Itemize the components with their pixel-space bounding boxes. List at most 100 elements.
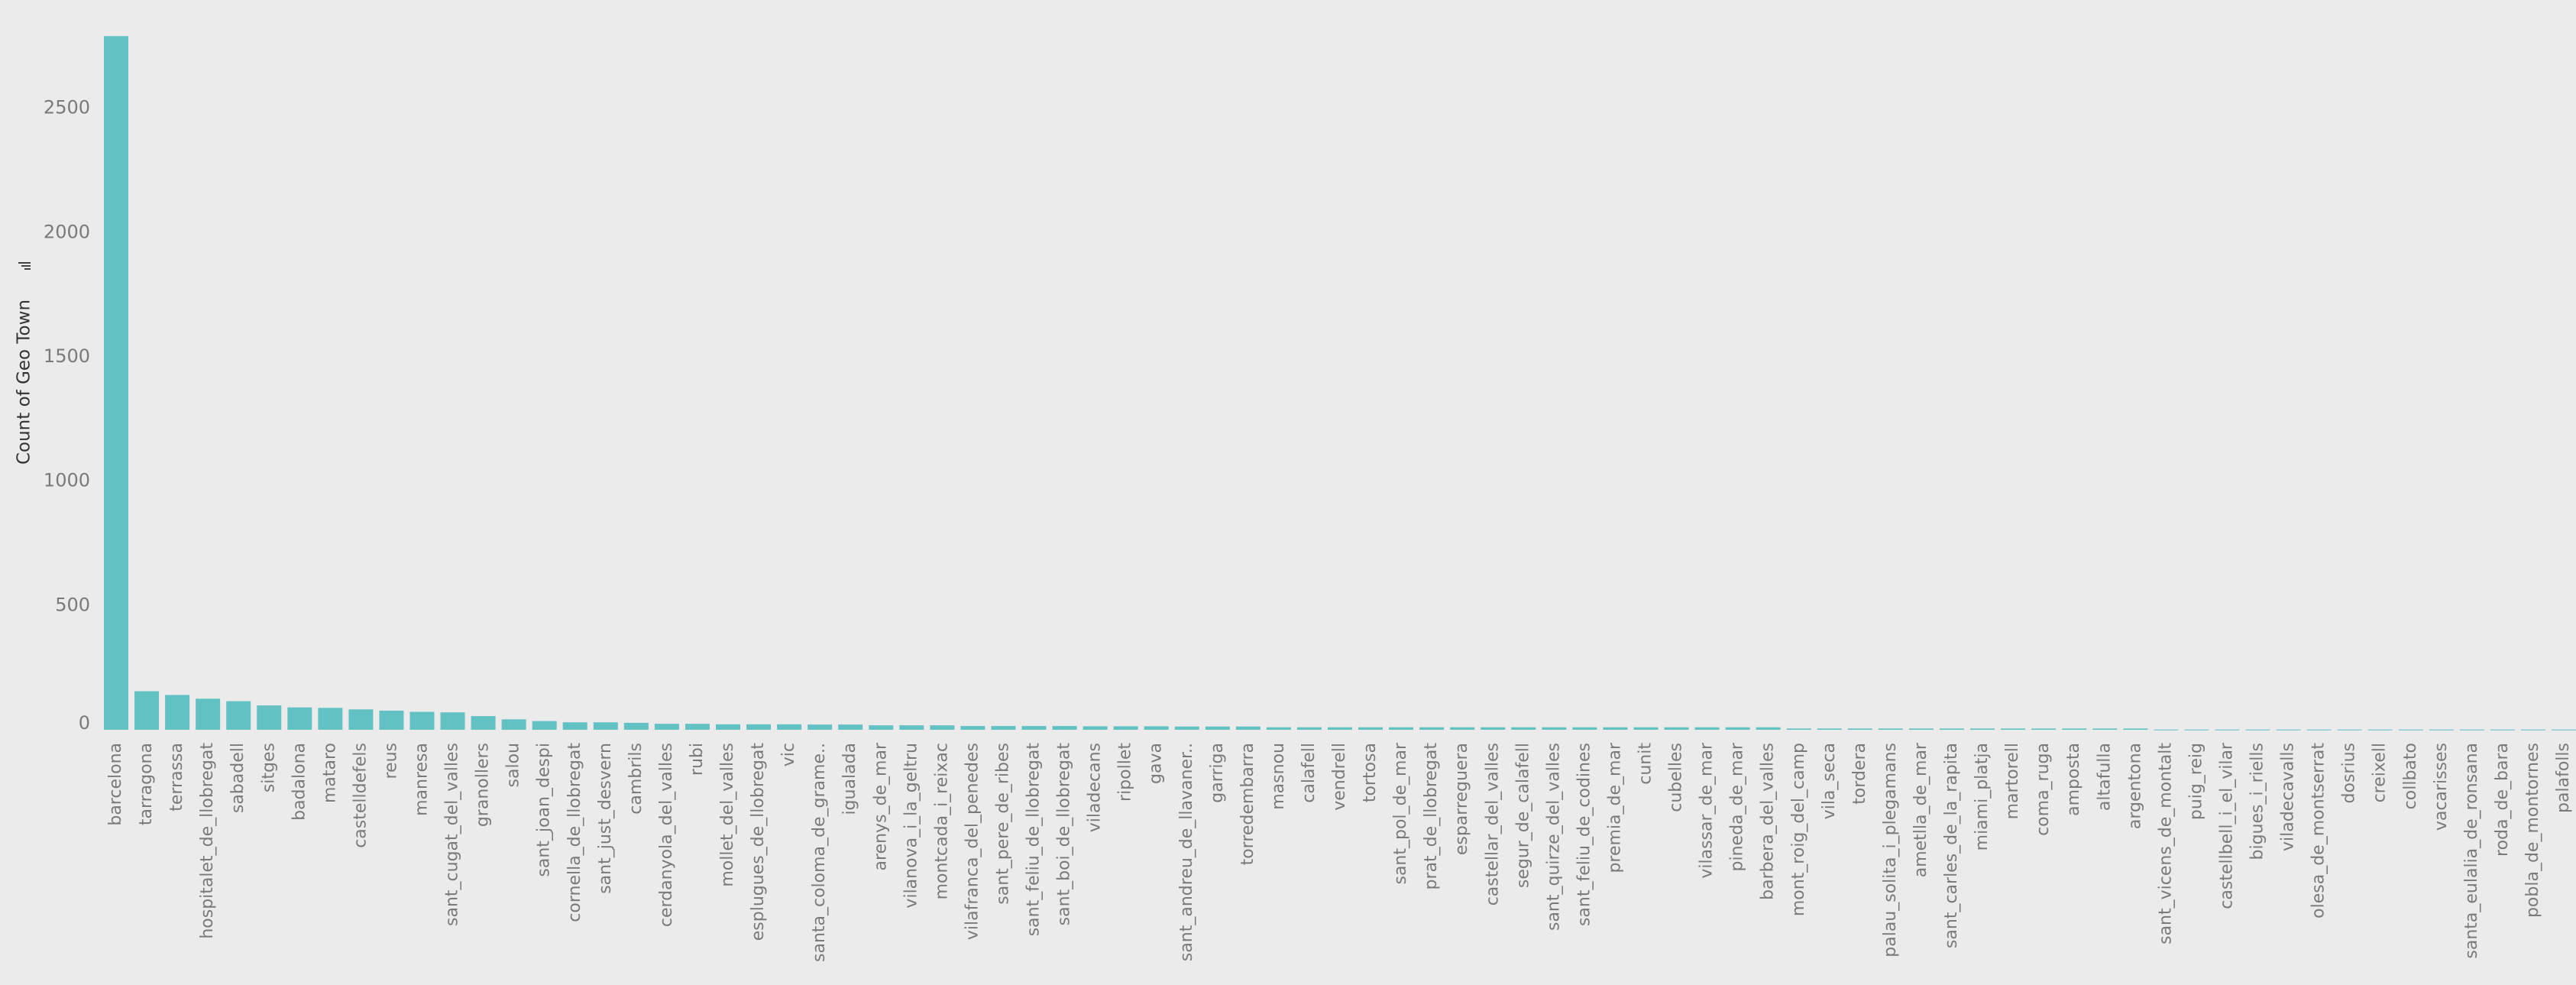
- x-tick-label: terrassa: [167, 743, 186, 812]
- bar: [2552, 729, 2576, 731]
- bar: [2398, 729, 2423, 731]
- bar: [2276, 729, 2301, 731]
- x-tick-label: calafell: [1299, 743, 1319, 803]
- x-tick-label: sant_feliu_de_codines: [1574, 743, 1594, 926]
- sort-icon[interactable]: [18, 262, 31, 270]
- x-tick-label: vila_seca: [1820, 743, 1839, 819]
- x-tick-label: pobla_de_montornes: [2523, 743, 2542, 918]
- x-tick-label: palau_solita_i_plegamans: [1881, 743, 1900, 957]
- x-tick-label: montcada_i_reixac: [932, 743, 951, 899]
- x-tick-label: vilafranca_del_penedes: [963, 743, 982, 940]
- x-tick-label: tortosa: [1361, 743, 1380, 802]
- bar: [1021, 726, 1047, 730]
- x-tick-label: barcelona: [106, 743, 125, 826]
- x-tick-label: santa_coloma_de_grame..: [810, 743, 829, 962]
- bar: [104, 36, 128, 731]
- bar: [318, 708, 343, 730]
- bar: [1144, 726, 1169, 730]
- bar: [2306, 729, 2332, 731]
- bar: [1328, 727, 1352, 730]
- x-tick-label: castellbell_i_el_vilar: [2217, 742, 2236, 909]
- x-tick-label: argentona: [2125, 743, 2144, 829]
- bar: [1786, 728, 1811, 730]
- x-tick-label: torredembarra: [1238, 743, 1257, 865]
- x-tick-label: puig_reig: [2186, 743, 2205, 820]
- x-tick-label: esplugues_de_llobregat: [749, 743, 768, 941]
- bar: [2337, 729, 2362, 731]
- bar: [684, 724, 710, 730]
- x-tick-label: sitges: [259, 743, 278, 792]
- x-tick-label: igualada: [840, 743, 859, 815]
- x-tick-label: badalona: [290, 743, 309, 821]
- bar: [960, 726, 985, 730]
- x-tick-label: collbato: [2401, 743, 2420, 809]
- bar: [2062, 728, 2087, 730]
- bar: [1205, 726, 1230, 730]
- x-tick-label: prat_de_llobregat: [1422, 743, 1441, 890]
- x-tick-label: sant_boi_de_llobregat: [1055, 743, 1074, 926]
- bar: [471, 716, 496, 730]
- bar: [2429, 729, 2454, 731]
- bar: [899, 725, 924, 730]
- x-tick-label: creixell: [2371, 743, 2390, 802]
- bar: [1052, 726, 1077, 730]
- bar: [1450, 727, 1475, 730]
- x-tick-label: vilassar_de_mar: [1697, 742, 1717, 879]
- bar: [226, 701, 251, 730]
- x-tick-label: sant_pol_de_mar: [1391, 742, 1410, 884]
- y-axis-title: Count of Geo Town: [15, 300, 34, 465]
- x-tick-label: castellar_del_valles: [1483, 743, 1502, 906]
- bar: [409, 711, 435, 730]
- bar: [654, 724, 679, 730]
- bar: [2184, 729, 2209, 731]
- x-tick-label: vacarisses: [2432, 743, 2451, 831]
- bar: [1235, 726, 1260, 730]
- x-tick-label: mont_roig_del_camp: [1789, 743, 1808, 916]
- bar: [1817, 728, 1842, 730]
- bar: [1542, 727, 1567, 730]
- bar: [838, 724, 863, 730]
- x-tick-label: garriga: [1208, 743, 1227, 803]
- x-tick-label: hospitalet_de_llobregat: [198, 743, 217, 939]
- bar: [379, 710, 404, 730]
- x-tick-label: pineda_de_mar: [1728, 742, 1747, 871]
- bar: [2001, 728, 2026, 730]
- x-tick-label: arenys_de_mar: [871, 742, 890, 870]
- x-tick-label: sant_andreu_de_llavaner..: [1177, 743, 1196, 961]
- bar: [1878, 728, 1903, 730]
- x-tick-label: premia_de_mar: [1605, 742, 1624, 873]
- x-tick-label: rubi: [688, 743, 707, 776]
- bar: [2123, 728, 2148, 730]
- bar: [2367, 729, 2393, 731]
- x-tick-label: granollers: [474, 743, 493, 827]
- bar: [287, 707, 312, 730]
- bar: [165, 695, 190, 730]
- x-tick-label: tordera: [1850, 743, 1869, 805]
- x-tick-label: castelldefels: [351, 743, 370, 848]
- x-tick-label: masnou: [1269, 743, 1288, 810]
- x-tick-label: salou: [504, 743, 523, 787]
- y-tick-label: 2000: [44, 221, 90, 242]
- x-tick-label: esparreguera: [1452, 743, 1471, 855]
- bar: [1511, 727, 1536, 730]
- bar: [2215, 729, 2240, 731]
- bar: [1113, 726, 1138, 730]
- y-tick-label: 2500: [44, 97, 90, 118]
- bar: [593, 722, 618, 730]
- bar: [1266, 727, 1291, 730]
- x-tick-label: sant_joan_despi: [535, 743, 554, 877]
- x-tick-label: bigues_i_riells: [2248, 743, 2267, 860]
- x-tick-label: roda_de_bara: [2493, 743, 2512, 857]
- bar: [623, 722, 649, 730]
- x-tick-label: cerdanyola_del_valles: [657, 743, 676, 927]
- y-tick-label: 500: [55, 594, 90, 615]
- bar: [1083, 726, 1108, 730]
- bar: [1389, 727, 1414, 730]
- x-tick-label: manresa: [413, 743, 432, 816]
- bar: [562, 722, 587, 730]
- x-tick-label: sant_pere_de_ribes: [993, 743, 1012, 905]
- x-tick-label: miami_platja: [1972, 743, 1992, 851]
- x-tick-label: coma_ruga: [2034, 743, 2053, 836]
- bar: [2031, 728, 2057, 730]
- bar: [2245, 729, 2270, 731]
